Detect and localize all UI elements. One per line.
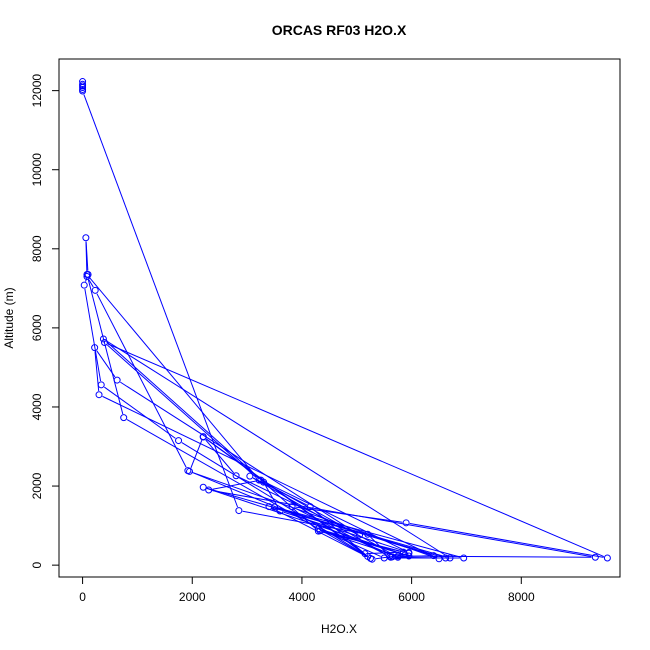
data-point — [97, 381, 105, 389]
x-tick-label: 0 — [79, 590, 86, 604]
series-line-segment — [368, 551, 400, 555]
chart-title: ORCAS RF03 H2O.X — [272, 22, 407, 38]
y-tick-label: 8000 — [30, 235, 44, 262]
data-point — [314, 525, 322, 533]
data-point — [442, 554, 450, 562]
series-line-segment — [120, 381, 357, 534]
data-point — [386, 552, 394, 560]
series-line-segment — [89, 277, 258, 478]
data-point — [113, 376, 121, 384]
series-line-segment — [102, 395, 436, 558]
data-point — [199, 483, 207, 491]
y-tick-label: 2000 — [30, 472, 44, 499]
data-point — [288, 503, 296, 511]
y-tick-label: 10000 — [30, 153, 44, 187]
x-tick-label: 6000 — [398, 590, 425, 604]
series-line-segment — [295, 506, 403, 523]
data-point — [306, 503, 314, 511]
x-tick-label: 8000 — [508, 590, 535, 604]
data-point — [366, 554, 374, 562]
y-axis-label: Altitude (m) — [2, 287, 16, 348]
series-line-segment — [96, 293, 187, 468]
data-point — [246, 472, 254, 480]
series-line-segment — [88, 279, 94, 288]
data-point — [79, 83, 87, 91]
data-point — [205, 486, 213, 494]
y-tick-label: 0 — [30, 561, 44, 568]
plot-frame — [58, 58, 621, 578]
x-axis-label: H2O.X — [321, 622, 357, 636]
data-point — [276, 507, 284, 515]
series-line-segment — [205, 439, 235, 474]
data-point — [101, 339, 109, 347]
x-axis: 0 2000 4000 6000 8000 — [79, 576, 535, 604]
series-line-segment — [104, 386, 176, 439]
data-point — [364, 530, 372, 538]
series-line-segment — [295, 507, 387, 556]
data-point — [232, 472, 240, 480]
series-line-segment — [181, 442, 365, 555]
data-point — [314, 527, 322, 535]
data-point — [460, 554, 468, 562]
data-point — [446, 554, 454, 562]
data-point — [405, 552, 413, 560]
series-line-segment — [84, 288, 102, 382]
data-point — [120, 414, 128, 422]
y-tick-label: 6000 — [30, 314, 44, 341]
data-point — [91, 344, 99, 352]
data-point — [91, 286, 99, 294]
data-point — [603, 554, 611, 562]
series-line-segment — [107, 343, 605, 557]
x-tick-label: 2000 — [179, 590, 206, 604]
data-point — [99, 335, 107, 343]
series-line-segment — [105, 341, 316, 529]
series-line-segment — [192, 472, 436, 559]
y-tick-label: 4000 — [30, 393, 44, 420]
data-point — [82, 234, 90, 242]
data-point — [402, 519, 410, 527]
data-point — [430, 552, 438, 560]
series-line-segment — [409, 522, 604, 558]
series-line-segment — [206, 487, 406, 556]
data-point — [80, 281, 88, 289]
series-line-segment — [206, 487, 447, 558]
data-point — [435, 555, 443, 563]
data-point — [95, 391, 103, 399]
series-line-segment — [206, 438, 363, 552]
data-series — [79, 78, 611, 563]
data-point — [361, 550, 369, 558]
data-point — [83, 271, 91, 279]
data-point — [271, 503, 279, 511]
series-line-segment — [190, 439, 203, 469]
data-point — [394, 553, 402, 561]
data-point — [186, 467, 194, 475]
series-line-segment — [107, 344, 257, 478]
data-point — [235, 507, 243, 515]
series-line-segment — [106, 340, 448, 557]
series-line-segment — [321, 531, 400, 552]
data-point — [255, 476, 263, 484]
data-point — [591, 553, 599, 561]
series-line-segment — [85, 241, 89, 271]
data-point — [199, 433, 207, 441]
data-point — [79, 87, 87, 95]
x-tick-label: 4000 — [289, 590, 316, 604]
y-axis: 0 2000 4000 6000 8000 10000 12000 — [30, 74, 60, 568]
series-line-segment — [96, 350, 116, 378]
data-point — [356, 531, 364, 539]
data-point — [175, 437, 183, 445]
data-point — [260, 478, 268, 486]
data-point — [399, 548, 407, 556]
series-line-segment — [87, 278, 124, 415]
y-tick-label: 12000 — [30, 74, 44, 108]
